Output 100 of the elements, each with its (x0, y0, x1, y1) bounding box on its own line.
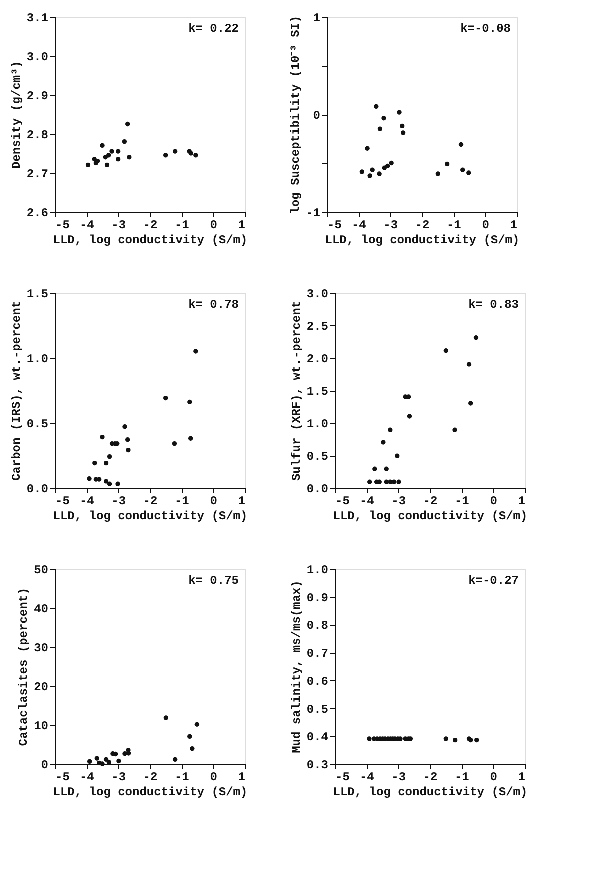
y-tick-label: 1.0 (306, 564, 328, 578)
x-tick-label: -1 (174, 770, 190, 784)
point (400, 130, 406, 136)
x-tick-label: 1 (510, 218, 518, 232)
y-tick-label: 30 (34, 642, 48, 656)
point (444, 162, 450, 167)
point (392, 480, 397, 484)
point (172, 149, 178, 154)
point (407, 414, 412, 419)
point (100, 143, 105, 148)
point (385, 164, 390, 169)
y-tick-label: 3.0 (306, 288, 328, 302)
y-axis-title: Sulfur (XRF), wt.-percent (290, 300, 304, 482)
point (122, 424, 128, 430)
x-axis-title: LLD, log conductivity (S/m) (53, 234, 248, 248)
point (126, 751, 132, 756)
x-axis-title: LLD, log conductivity (S/m) (333, 786, 528, 800)
x-tick-label: -5 (56, 494, 70, 508)
point (436, 172, 440, 176)
point (460, 168, 466, 172)
x-tick-label: -4 (80, 218, 94, 232)
x-tick-label: -2 (415, 218, 430, 232)
annotation: k=-0.27 (468, 574, 519, 588)
x-tick-label: -1 (446, 218, 462, 232)
point (116, 758, 122, 764)
x-tick-label: -2 (143, 494, 158, 508)
point (104, 479, 109, 484)
point (87, 476, 92, 482)
x-tick-label: -4 (360, 494, 374, 508)
annotation: k= 0.83 (468, 298, 519, 312)
y-tick-label: 2.8 (26, 128, 48, 142)
x-tick-label: 1 (238, 770, 246, 784)
point (127, 155, 132, 160)
x-tick-label: -2 (143, 770, 158, 784)
x-tick-label: -1 (454, 770, 470, 784)
y-tick-label: 20 (34, 680, 48, 694)
annotation: k=-0.08 (460, 22, 511, 36)
point (100, 762, 105, 766)
x-tick-label: 0 (482, 218, 490, 232)
y-tick-label: 1.0 (26, 352, 48, 366)
point (384, 466, 389, 472)
point (194, 349, 198, 354)
point (367, 480, 372, 484)
x-tick-label: 1 (518, 770, 526, 784)
x-tick-label: -5 (56, 218, 70, 232)
x-tick-label: 0 (210, 494, 218, 508)
point (194, 153, 198, 158)
point (104, 460, 109, 466)
point (466, 170, 472, 176)
point (468, 401, 474, 406)
x-axis-title: LLD, log conductivity (S/m) (325, 234, 520, 248)
x-tick-label: -3 (384, 218, 398, 232)
y-tick-label: 1.5 (306, 385, 328, 399)
point (382, 116, 386, 121)
point (116, 149, 121, 154)
y-tick-label: 0.5 (306, 450, 328, 464)
y-tick-label: 0.8 (306, 619, 328, 634)
y-tick-label: 0.6 (306, 674, 328, 689)
x-axis-title: LLD, log conductivity (S/m) (53, 786, 248, 800)
y-tick-label: 1 (313, 12, 320, 26)
point (400, 124, 405, 129)
point (100, 434, 105, 440)
point (466, 362, 472, 367)
x-tick-label: -3 (392, 494, 406, 508)
x-tick-label: -4 (80, 770, 94, 784)
x-tick-label: -5 (336, 494, 350, 508)
point (444, 348, 448, 354)
point (106, 153, 112, 158)
x-tick-label: -1 (454, 494, 470, 508)
point (172, 757, 178, 762)
point (107, 482, 112, 486)
point (122, 139, 128, 144)
point (190, 746, 195, 752)
y-axis-title: Density (g/cm³) (10, 60, 24, 170)
y-axis-title: Carbon (IRS), wt.-percent (10, 300, 24, 482)
point (377, 172, 382, 176)
x-tick-label: 0 (490, 770, 498, 784)
point (94, 756, 100, 761)
point (163, 153, 168, 158)
x-axis-title: LLD, log conductivity (S/m) (333, 510, 528, 524)
x-tick-label: -2 (143, 218, 158, 232)
y-tick-label: 0.4 (306, 730, 328, 745)
point (194, 722, 200, 727)
y-tick-label: 0.0 (26, 482, 48, 496)
y-tick-label: 1.5 (26, 288, 48, 302)
point (86, 162, 91, 168)
point (389, 160, 394, 166)
y-tick-label: 2.6 (26, 206, 48, 220)
point (188, 734, 192, 740)
point (452, 428, 458, 432)
x-tick-label: -4 (360, 770, 374, 784)
y-tick-label: 3.0 (26, 50, 48, 64)
point (104, 757, 109, 762)
y-tick-label: 0 (41, 758, 48, 772)
point (372, 466, 378, 472)
x-tick-label: -2 (423, 770, 438, 784)
x-tick-label: -4 (80, 494, 94, 508)
x-tick-label: -3 (112, 770, 126, 784)
y-tick-label: 40 (34, 602, 48, 616)
point (104, 162, 110, 168)
